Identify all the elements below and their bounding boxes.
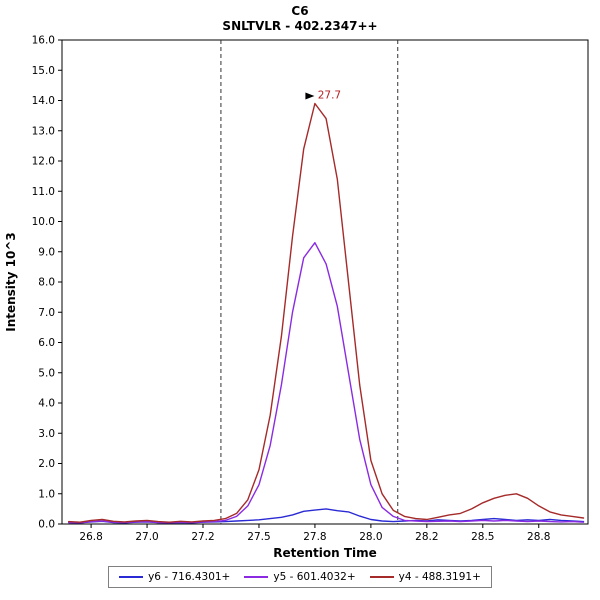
legend-box: y6 - 716.4301+ y5 - 601.4032+ y4 - 488.3… xyxy=(108,566,492,588)
x-axis-title: Retention Time xyxy=(273,546,377,560)
y-tick-label: 6.0 xyxy=(38,337,55,349)
x-axis: 26.8 27.0 27.2 27.5 27.8 28.0 28.2 28.5 28.8 xyxy=(79,524,550,543)
legend: y6 - 716.4301+ y5 - 601.4032+ y4 - 488.3… xyxy=(0,566,600,588)
x-tick-label: 28.8 xyxy=(527,531,550,543)
y-tick-label: 15.0 xyxy=(32,65,55,77)
legend-label-y5: y5 - 601.4032+ xyxy=(273,571,356,583)
y-tick-label: 12.0 xyxy=(32,156,55,168)
y-tick-label: 16.0 xyxy=(32,35,55,47)
peak-arrow-icon xyxy=(305,92,315,100)
y-tick-label: 4.0 xyxy=(38,398,55,410)
y-tick-label: 14.0 xyxy=(32,95,55,107)
legend-swatch-y6 xyxy=(119,576,144,578)
x-tick-label: 28.5 xyxy=(471,531,494,543)
x-tick-label: 27.0 xyxy=(135,531,158,543)
peak-annotation-label[interactable]: 27.7 xyxy=(318,90,341,102)
legend-swatch-y5 xyxy=(244,576,269,578)
y-tick-label: 11.0 xyxy=(32,186,55,198)
x-tick-label: 27.8 xyxy=(303,531,326,543)
chart-title: C6 xyxy=(291,4,309,18)
y-tick-label: 9.0 xyxy=(38,246,55,258)
legend-label-y6: y6 - 716.4301+ xyxy=(148,571,231,583)
legend-item-y6: y6 - 716.4301+ xyxy=(119,571,230,583)
x-tick-label: 28.0 xyxy=(359,531,382,543)
y-tick-label: 5.0 xyxy=(38,367,55,379)
y-tick-label: 7.0 xyxy=(38,307,55,319)
legend-item-y5: y5 - 601.4032+ xyxy=(244,571,356,583)
legend-swatch-y4 xyxy=(369,576,394,578)
x-tick-label: 27.2 xyxy=(191,531,214,543)
y-tick-label: 3.0 xyxy=(38,428,55,440)
series-y4[interactable] xyxy=(67,102,585,523)
y-tick-label: 0.0 xyxy=(38,519,55,531)
y-tick-label: 1.0 xyxy=(38,488,55,500)
y-tick-label: 13.0 xyxy=(32,125,55,137)
legend-item-y4: y4 - 488.3191+ xyxy=(369,571,481,583)
y-tick-label: 2.0 xyxy=(38,458,55,470)
series-y5[interactable] xyxy=(67,241,585,524)
x-tick-label: 26.8 xyxy=(79,531,102,543)
plot-border xyxy=(61,39,589,525)
title-block: C6 SNLTVLR - 402.2347++ xyxy=(0,4,600,34)
y-tick-label: 8.0 xyxy=(38,277,55,289)
y-axis: 0.0 1.0 2.0 3.0 4.0 5.0 6.0 7.0 8.0 9.0 10.0 11.0 12… xyxy=(32,35,62,531)
legend-label-y4: y4 - 488.3191+ xyxy=(398,571,481,583)
chart-subtitle: SNLTVLR - 402.2347++ xyxy=(222,19,378,33)
x-tick-label: 27.5 xyxy=(247,531,270,543)
y-tick-label: 10.0 xyxy=(32,216,55,228)
x-tick-label: 28.2 xyxy=(415,531,438,543)
